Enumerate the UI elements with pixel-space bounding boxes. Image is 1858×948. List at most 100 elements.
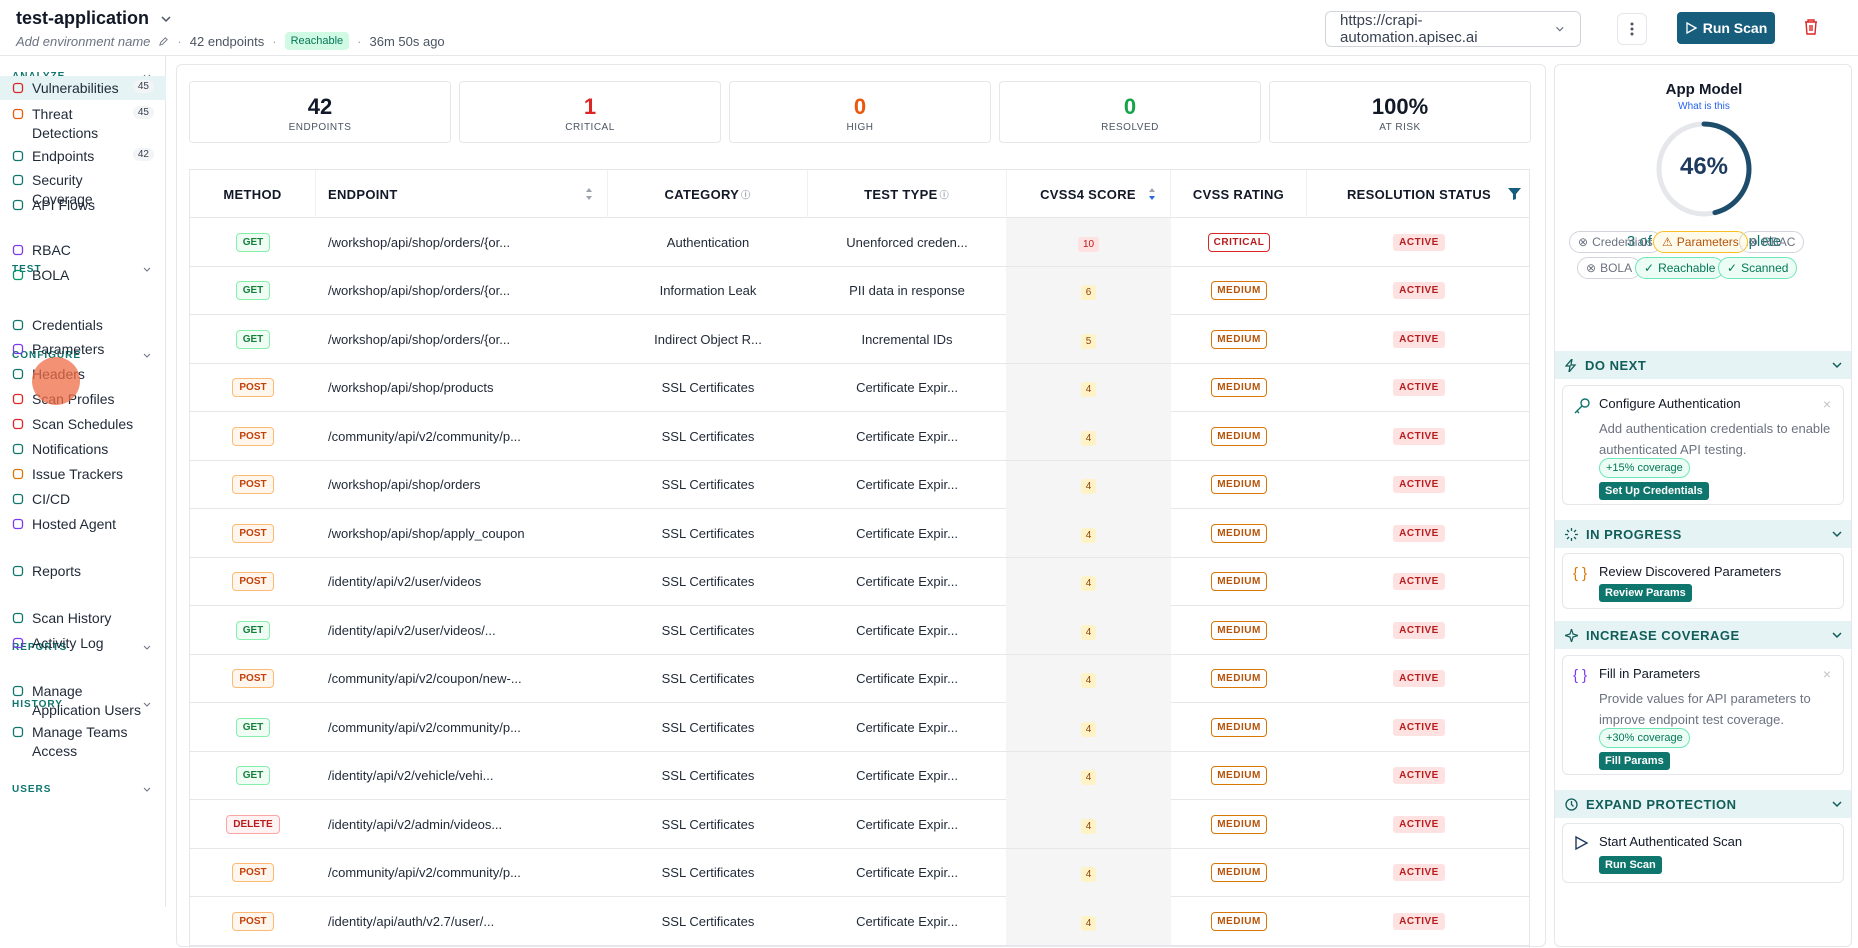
app-selector[interactable]: test-application [16, 8, 173, 29]
table-row[interactable]: POST/community/api/v2/community/p... SSL … [190, 848, 1529, 897]
chip-parameters[interactable]: ⚠ Parameters [1653, 231, 1748, 253]
sidebar-item-parameters[interactable]: Parameters [0, 337, 166, 361]
env-name-field[interactable]: Add environment name [16, 33, 151, 49]
category-cell: Indirect Object R... [654, 331, 762, 347]
section-test[interactable]: TEST [12, 264, 152, 275]
dismiss-icon[interactable]: × [1822, 396, 1831, 412]
delete-app-button[interactable] [1803, 18, 1819, 41]
table-row[interactable]: GET/identity/api/v2/vehicle/vehi... SSL C… [190, 751, 1529, 800]
run-scan-button[interactable]: Run Scan [1677, 12, 1775, 44]
stat-card-critical[interactable]: 1 CRITICAL [459, 81, 721, 143]
score-cell: 6 [1006, 266, 1171, 315]
status-cell: ACTIVE [1307, 364, 1529, 412]
more-options-button[interactable] [1617, 13, 1647, 45]
sidebar-item-issue-trackers[interactable]: Issue Trackers [0, 462, 166, 486]
sidebar-item-ci-cd[interactable]: CI/CD [0, 487, 166, 511]
pencil-icon[interactable] [158, 36, 169, 47]
card-title: Start Authenticated Scan [1599, 834, 1743, 849]
stat-card-resolved[interactable]: 0 RESOLVED [999, 81, 1261, 143]
sidebar-item-api-flows[interactable]: API Flows [0, 193, 166, 217]
sidebar-item-reports[interactable]: Reports [0, 559, 166, 583]
sidebar-item-threat-detections[interactable]: Threat Detections 45 [0, 102, 166, 142]
section-users[interactable]: USERS [12, 784, 152, 795]
table-row[interactable]: POST/identity/api/v2/user/videos SSL Cert… [190, 557, 1529, 606]
sidebar-item-rbac[interactable]: RBAC [0, 238, 166, 262]
chip-credentials[interactable]: ⊗ Credentials [1569, 231, 1662, 253]
table-row[interactable]: GET/workshop/api/shop/orders/{or... Authe… [190, 218, 1529, 267]
sidebar-item-vulnerabilities[interactable]: Vulnerabilities 45 [0, 76, 166, 100]
method-cell: GET [190, 315, 316, 363]
table-row[interactable]: GET/workshop/api/shop/orders/{or... Indir… [190, 315, 1529, 364]
column-rating[interactable]: CVSS RATING [1171, 170, 1307, 218]
test-type-cell: Incremental IDs [861, 331, 953, 347]
sidebar-item-credentials[interactable]: Credentials [0, 313, 166, 337]
sidebar-item-manage-application-users[interactable]: Manage Application Users [0, 679, 166, 719]
separator-dot: · [177, 33, 182, 49]
review-params-button[interactable]: Review Params [1599, 584, 1692, 602]
sidebar-item-bola[interactable]: BOLA [0, 263, 166, 287]
chip-scanned[interactable]: ✓ Scanned [1718, 257, 1798, 279]
column-status[interactable]: RESOLUTION STATUS [1307, 170, 1529, 218]
group-do-next[interactable]: DO NEXT [1555, 351, 1851, 379]
score-cell: 4 [1006, 654, 1171, 703]
filter-icon[interactable] [1508, 188, 1521, 200]
score-cell: 4 [1006, 897, 1171, 945]
group-label: DO NEXT [1585, 357, 1647, 373]
stat-card-at-risk[interactable]: 100% AT RISK [1269, 81, 1531, 143]
table-row[interactable]: POST/community/api/v2/community/p... SSL … [190, 412, 1529, 461]
table-row[interactable]: GET/workshop/api/shop/orders/{or... Infor… [190, 266, 1529, 315]
sidebar-item-scan-profiles[interactable]: Scan Profiles [0, 387, 166, 411]
column-score[interactable]: CVSS4 SCORE [1006, 170, 1171, 218]
group-in-progress[interactable]: IN PROGRESS [1555, 520, 1851, 548]
what-is-this-link[interactable]: What is this [1678, 101, 1730, 112]
section-reports[interactable]: REPORTS [12, 642, 152, 653]
fill-params-button[interactable]: Fill Params [1599, 752, 1670, 770]
sidebar-item-activity-log[interactable]: Activity Log [0, 631, 166, 655]
card-title: Configure Authentication [1599, 396, 1741, 411]
dismiss-icon[interactable]: × [1822, 666, 1831, 682]
table-row[interactable]: POST/workshop/api/shop/products SSL Certi… [190, 363, 1529, 412]
sidebar-item-hosted-agent[interactable]: Hosted Agent [0, 512, 166, 536]
column-category[interactable]: CATEGORY ⓘ [608, 170, 808, 218]
stat-card-high[interactable]: 0 HIGH [729, 81, 991, 143]
category-cell: SSL Certificates [661, 622, 755, 638]
chip-rbac[interactable]: ⊗ RBAC [1739, 231, 1805, 253]
table-row[interactable]: POST/community/api/v2/coupon/new-... SSL … [190, 654, 1529, 703]
section-configure[interactable]: CONFIGURE [12, 350, 152, 361]
sidebar-item-scan-schedules[interactable]: Scan Schedules [0, 412, 166, 436]
table-row[interactable]: POST/workshop/api/shop/orders SSL Certifi… [190, 460, 1529, 509]
sidebar-item-label: Notifications [32, 441, 109, 457]
count-badge: 45 [132, 106, 154, 119]
sidebar-item-scan-history[interactable]: Scan History [0, 606, 166, 630]
sort-icon[interactable] [585, 187, 593, 201]
sidebar-item-endpoints[interactable]: Endpoints 42 [0, 144, 166, 168]
table-row[interactable]: DELETE/identity/api/v2/admin/videos... SS… [190, 800, 1529, 849]
info-icon: ⓘ [741, 189, 751, 200]
set-up-credentials-button[interactable]: Set Up Credentials [1599, 482, 1709, 500]
method-cell: GET [190, 218, 316, 266]
column-method[interactable]: METHOD [190, 170, 316, 218]
table-row[interactable]: POST/identity/api/auth/v2.7/user/... SSL … [190, 897, 1529, 946]
table-row[interactable]: GET/identity/api/v2/user/videos/... SSL C… [190, 606, 1529, 655]
column-test-type[interactable]: TEST TYPE ⓘ [807, 170, 1007, 218]
environment-url-select[interactable]: https://crapi-automation.apisec.ai [1325, 11, 1581, 47]
sidebar-item-manage-teams-access[interactable]: Manage Teams Access [0, 720, 166, 760]
run-scan-card-button[interactable]: Run Scan [1599, 856, 1662, 874]
test-type-cell: Unenforced creden... [846, 234, 968, 250]
sidebar-item-notifications[interactable]: Notifications [0, 437, 166, 461]
section-history[interactable]: HISTORY [12, 699, 152, 710]
stat-card-endpoints[interactable]: 42 ENDPOINTS [189, 81, 451, 143]
table-row[interactable]: POST/workshop/api/shop/apply_coupon SSL C… [190, 509, 1529, 558]
sidebar-item-headers[interactable]: Headers [0, 362, 166, 386]
chip-reachable[interactable]: ✓ Reachable [1635, 257, 1725, 279]
column-endpoint[interactable]: ENDPOINT [316, 170, 608, 218]
table-header: METHOD ENDPOINT CATEGORY ⓘ TEST TYPE ⓘ CVS… [190, 170, 1529, 218]
sidebar-item-security-coverage[interactable]: Security Coverage [0, 168, 166, 207]
sort-desc-icon[interactable] [1148, 187, 1156, 201]
table-row[interactable]: GET/community/api/v2/community/p... SSL C… [190, 703, 1529, 752]
chip-label: Credentials [1592, 235, 1653, 249]
group-increase-coverage[interactable]: INCREASE COVERAGE [1555, 621, 1851, 649]
card-description: Add authentication credentials to enable… [1599, 421, 1831, 457]
group-expand-protection[interactable]: EXPAND PROTECTION [1555, 790, 1851, 818]
chip-bola[interactable]: ⊗ BOLA [1577, 257, 1642, 279]
